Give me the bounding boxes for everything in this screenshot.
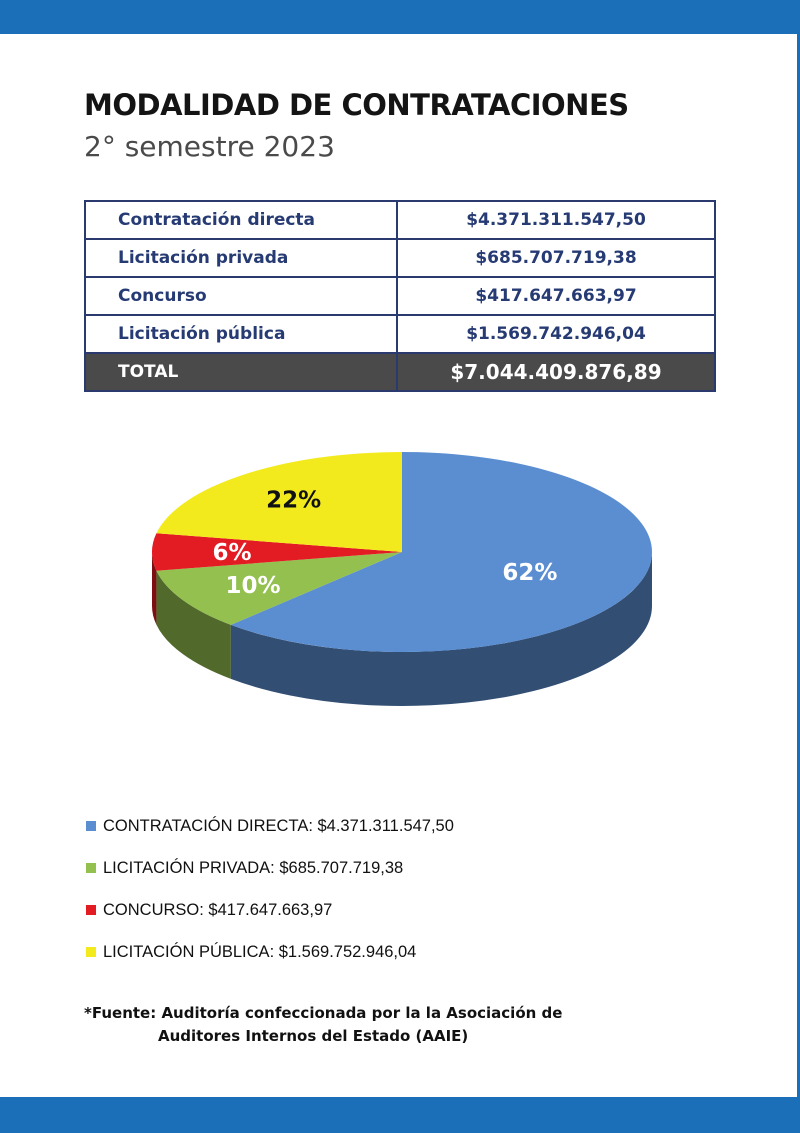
row-value: $1.569.742.946,04 [396, 314, 716, 354]
source-line-2: Auditores Internos del Estado (AAIE) [158, 1027, 469, 1045]
total-value: $7.044.409.876,89 [396, 352, 716, 392]
row-value: $417.647.663,97 [396, 276, 716, 316]
right-border [797, 34, 800, 1097]
page-subtitle: 2° semestre 2023 [84, 130, 335, 163]
row-label: Licitación pública [84, 314, 398, 354]
chart-legend: CONTRATACIÓN DIRECTA: $4.371.311.547,50 … [86, 805, 454, 973]
pie-data-label-3: 22% [266, 488, 321, 514]
legend-label: CONTRATACIÓN DIRECTA: $4.371.311.547,50 [103, 816, 454, 835]
summary-table: Contratación directa $4.371.311.547,50 L… [84, 200, 716, 392]
legend-item: CONCURSO: $417.647.663,97 [86, 889, 454, 931]
row-value: $685.707.719,38 [396, 238, 716, 278]
legend-swatch-licitacion-publica [86, 947, 96, 957]
total-label: TOTAL [84, 352, 398, 392]
row-value: $4.371.311.547,50 [396, 200, 716, 240]
pie-side-1 [156, 570, 231, 679]
table-total-row: TOTAL $7.044.409.876,89 [84, 352, 716, 392]
pie-data-label-0: 62% [502, 560, 557, 586]
pie-slice-2 [152, 533, 402, 571]
table-row: Concurso $417.647.663,97 [84, 276, 716, 316]
pie-chart: 62% 10% 6% 22% [152, 452, 652, 706]
row-label: Licitación privada [84, 238, 398, 278]
row-label: Concurso [84, 276, 398, 316]
legend-swatch-concurso [86, 905, 96, 915]
pie-slice-3 [156, 452, 402, 552]
top-banner [0, 0, 800, 34]
pie-side-2 [152, 552, 157, 625]
pie-slice-0 [230, 452, 652, 652]
table-row: Licitación privada $685.707.719,38 [84, 238, 716, 278]
source-note: *Fuente: Auditoría confeccionada por la … [84, 1002, 562, 1048]
row-label: Contratación directa [84, 200, 398, 240]
source-line-1: *Fuente: Auditoría confeccionada por la … [84, 1004, 563, 1022]
legend-swatch-contratacion-directa [86, 821, 96, 831]
legend-label: CONCURSO: $417.647.663,97 [103, 900, 333, 919]
pie-side-0 [230, 552, 652, 706]
legend-item: LICITACIÓN PRIVADA: $685.707.719,38 [86, 847, 454, 889]
pie-data-label-2: 6% [212, 540, 251, 566]
table-row: Contratación directa $4.371.311.547,50 [84, 200, 716, 240]
legend-swatch-licitacion-privada [86, 863, 96, 873]
page-title: MODALIDAD DE CONTRATACIONES [84, 88, 629, 122]
legend-item: LICITACIÓN PÚBLICA: $1.569.752.946,04 [86, 931, 454, 973]
pie-slice-1 [156, 552, 402, 625]
pie-data-label-1: 10% [225, 573, 280, 599]
legend-label: LICITACIÓN PRIVADA: $685.707.719,38 [103, 858, 404, 877]
table-row: Licitación pública $1.569.742.946,04 [84, 314, 716, 354]
bottom-banner [0, 1097, 800, 1133]
legend-item: CONTRATACIÓN DIRECTA: $4.371.311.547,50 [86, 805, 454, 847]
legend-label: LICITACIÓN PÚBLICA: $1.569.752.946,04 [103, 942, 417, 961]
